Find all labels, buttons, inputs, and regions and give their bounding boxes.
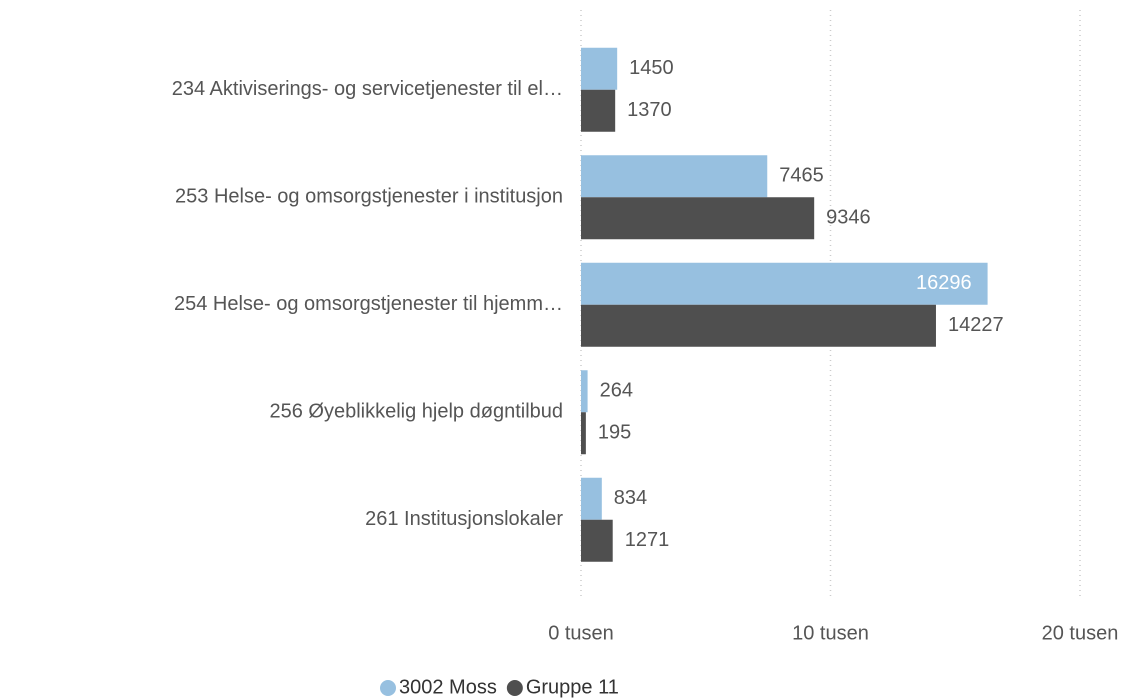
value-label: 195 [598, 422, 631, 444]
x-tick-label: 0 tusen [548, 622, 614, 644]
bar [581, 370, 588, 413]
bar [581, 519, 613, 562]
value-label: 264 [600, 380, 633, 402]
legend-marker [506, 680, 523, 696]
bar [581, 47, 618, 90]
value-label: 14227 [948, 314, 1004, 336]
bar [581, 155, 768, 198]
value-label: 9346 [826, 207, 871, 229]
x-tick-label: 10 tusen [792, 622, 869, 644]
bar [581, 262, 988, 305]
value-label: 834 [614, 487, 647, 509]
bar [581, 197, 815, 240]
category-label: 253 Helse- og omsorgstjenester i institu… [175, 186, 563, 208]
category-label: 234 Aktiviserings- og servicetjenester t… [172, 78, 563, 100]
legend-marker [380, 680, 396, 696]
category-label: 261 Institusjonslokaler [365, 508, 563, 530]
bar [581, 477, 602, 520]
value-label: 7465 [779, 165, 824, 187]
bar [581, 304, 936, 347]
x-tick-label: 20 tusen [1042, 622, 1119, 644]
category-label: 256 Øyeblikkelig hjelp døgntilbud [269, 401, 563, 423]
value-label: 1450 [629, 57, 674, 79]
value-label: 16296 [916, 272, 972, 294]
value-label: 1370 [627, 99, 672, 121]
category-label: 254 Helse- og omsorgstjenester til hjemm… [174, 293, 563, 315]
bar [581, 89, 616, 132]
legend-label: 3002 Moss [399, 676, 497, 698]
legend-label: Gruppe 11 [526, 676, 619, 698]
value-label: 1271 [625, 529, 670, 551]
bar [581, 412, 586, 455]
